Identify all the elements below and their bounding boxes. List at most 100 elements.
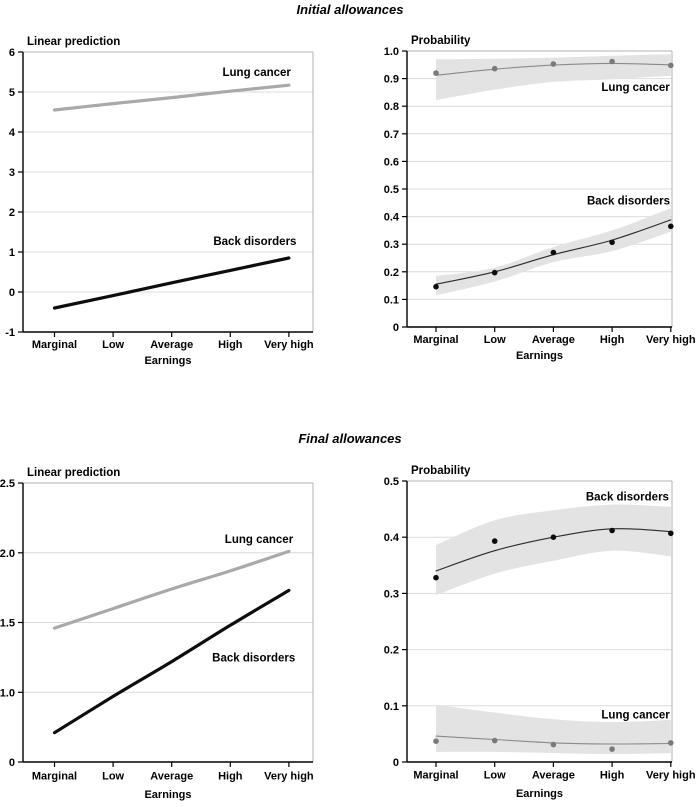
y-tick-label: 2.5 [0,478,15,490]
lung-cancer-label: Lung cancer [601,82,670,94]
y-tick-label: 2.0 [0,548,15,560]
x-tick-label: Marginal [32,339,77,351]
y-tick-label: 0 [393,757,399,769]
x-tick-label: Marginal [413,770,458,782]
y-tick-label: 1.0 [0,687,15,699]
y-tick-label: 0.4 [384,532,400,544]
lung-cancer-label: Lung cancer [601,710,670,722]
x-tick-label: Low [102,771,124,783]
back-disorders-line [52,256,291,310]
chart-axis-title: Probability [411,465,471,477]
back-disorders-confidence-band [436,504,671,596]
x-tick-label: Average [150,339,193,351]
chart-axis-title: Linear prediction [27,36,120,48]
y-tick-label: 0.6 [384,156,399,168]
back-disorders-point [433,283,439,290]
x-tick-label: Low [102,339,124,351]
x-tick-label: High [600,334,625,346]
lung-cancer-point [550,741,557,748]
y-tick-label: 6 [9,47,15,59]
back-disorders-point [609,527,615,534]
y-tick-label: 1.5 [0,618,15,630]
lung-cancer-point [668,740,674,746]
y-tick-label: 1 [9,247,15,259]
back-disorders-point [550,534,557,540]
x-tick-label: Average [532,334,575,346]
x-axis-title: Earnings [144,789,191,801]
chart-initial-probability: 0 0.1 0.2 0.3 0.4 0.5 0.6 0.7 0.8 0.9 1.0 Marginal L… [384,35,696,362]
back-disorders-point [668,223,674,230]
lung-cancer-point [609,58,615,65]
lung-cancer-label: Lung cancer [223,67,292,79]
y-tick-label: 0.5 [384,184,399,196]
lung-cancer-point [550,61,557,67]
back-disorders-point [491,269,498,276]
x-tick-label: Very high [646,334,696,346]
back-disorders-label: Back disorders [212,652,295,664]
chart-axis-title: Linear prediction [27,467,120,479]
y-tick-label: 0.8 [384,101,399,113]
y-tick-label: 0.2 [384,267,399,279]
chart-initial-linear-prediction: -1 0 1 2 3 4 5 6 Marginal Low Average High Very high… [5,36,314,367]
y-tick-label: 0.9 [384,74,399,86]
y-tick-label: 0.1 [384,701,399,713]
lung-cancer-point [491,65,498,72]
lung-cancer-label: Lung cancer [225,534,294,546]
y-tick-label: 0 [393,322,399,334]
y-tick-label: 0.2 [384,645,399,657]
chart-axis-title: Probability [411,35,471,47]
back-disorders-point [668,530,674,537]
lung-cancer-line [52,83,291,112]
back-disorders-point [491,538,498,544]
x-tick-label: Low [484,334,506,346]
chart-final-linear-prediction: 0 1.0 1.5 2.0 2.5 Marginal Low Average High Very … [0,467,314,801]
back-disorders-point [609,239,615,246]
x-tick-label: Marginal [413,334,458,346]
y-tick-label: 5 [9,87,15,99]
y-tick-label: 0 [9,287,15,299]
lung-cancer-confidence-band [436,54,671,101]
x-tick-label: Very high [264,771,314,783]
x-tick-label: High [218,771,243,783]
x-axis-title: Earnings [516,788,563,800]
lung-cancer-point [433,738,439,744]
x-tick-label: Average [532,770,575,782]
x-tick-label: Marginal [32,771,77,783]
x-tick-label: Average [150,771,193,783]
y-tick-label: 1.0 [384,46,399,58]
x-tick-label: Very high [264,339,314,351]
lung-cancer-point [491,737,498,744]
x-tick-label: High [600,770,625,782]
section-title-initial-allowances: Initial allowances [296,2,404,17]
back-disorders-label: Back disorders [587,196,670,208]
lung-cancer-line [52,549,291,630]
back-disorders-line [52,588,291,735]
back-disorders-point [433,574,439,581]
y-tick-label: 0.1 [384,294,399,306]
back-disorders-label: Back disorders [213,236,296,248]
y-tick-label: 0 [9,757,15,769]
y-tick-label: 2 [9,207,15,219]
lung-cancer-point [668,62,674,69]
lung-cancer-point [609,746,615,752]
section-title-final-allowances: Final allowances [298,431,402,446]
y-tick-label: 0.4 [384,212,400,224]
x-tick-label: High [218,339,243,351]
y-tick-label: 0.3 [384,588,399,600]
y-tick-label: 3 [9,167,15,179]
y-tick-label: 4 [9,127,16,139]
x-axis-title: Earnings [516,350,563,362]
y-tick-label: 0.5 [384,476,399,488]
y-tick-label: 0.3 [384,239,399,251]
lung-cancer-point [433,70,439,76]
y-tick-label: 0.7 [384,129,399,141]
y-tick-label: -1 [5,327,15,339]
x-axis-title: Earnings [144,355,191,367]
x-tick-label: Low [484,770,506,782]
x-tick-label: Very high [646,770,696,782]
chart-final-probability: 0 0.1 0.2 0.3 0.4 0.5 Marginal Low Average High Ve… [384,465,696,800]
back-disorders-label: Back disorders [586,492,669,504]
